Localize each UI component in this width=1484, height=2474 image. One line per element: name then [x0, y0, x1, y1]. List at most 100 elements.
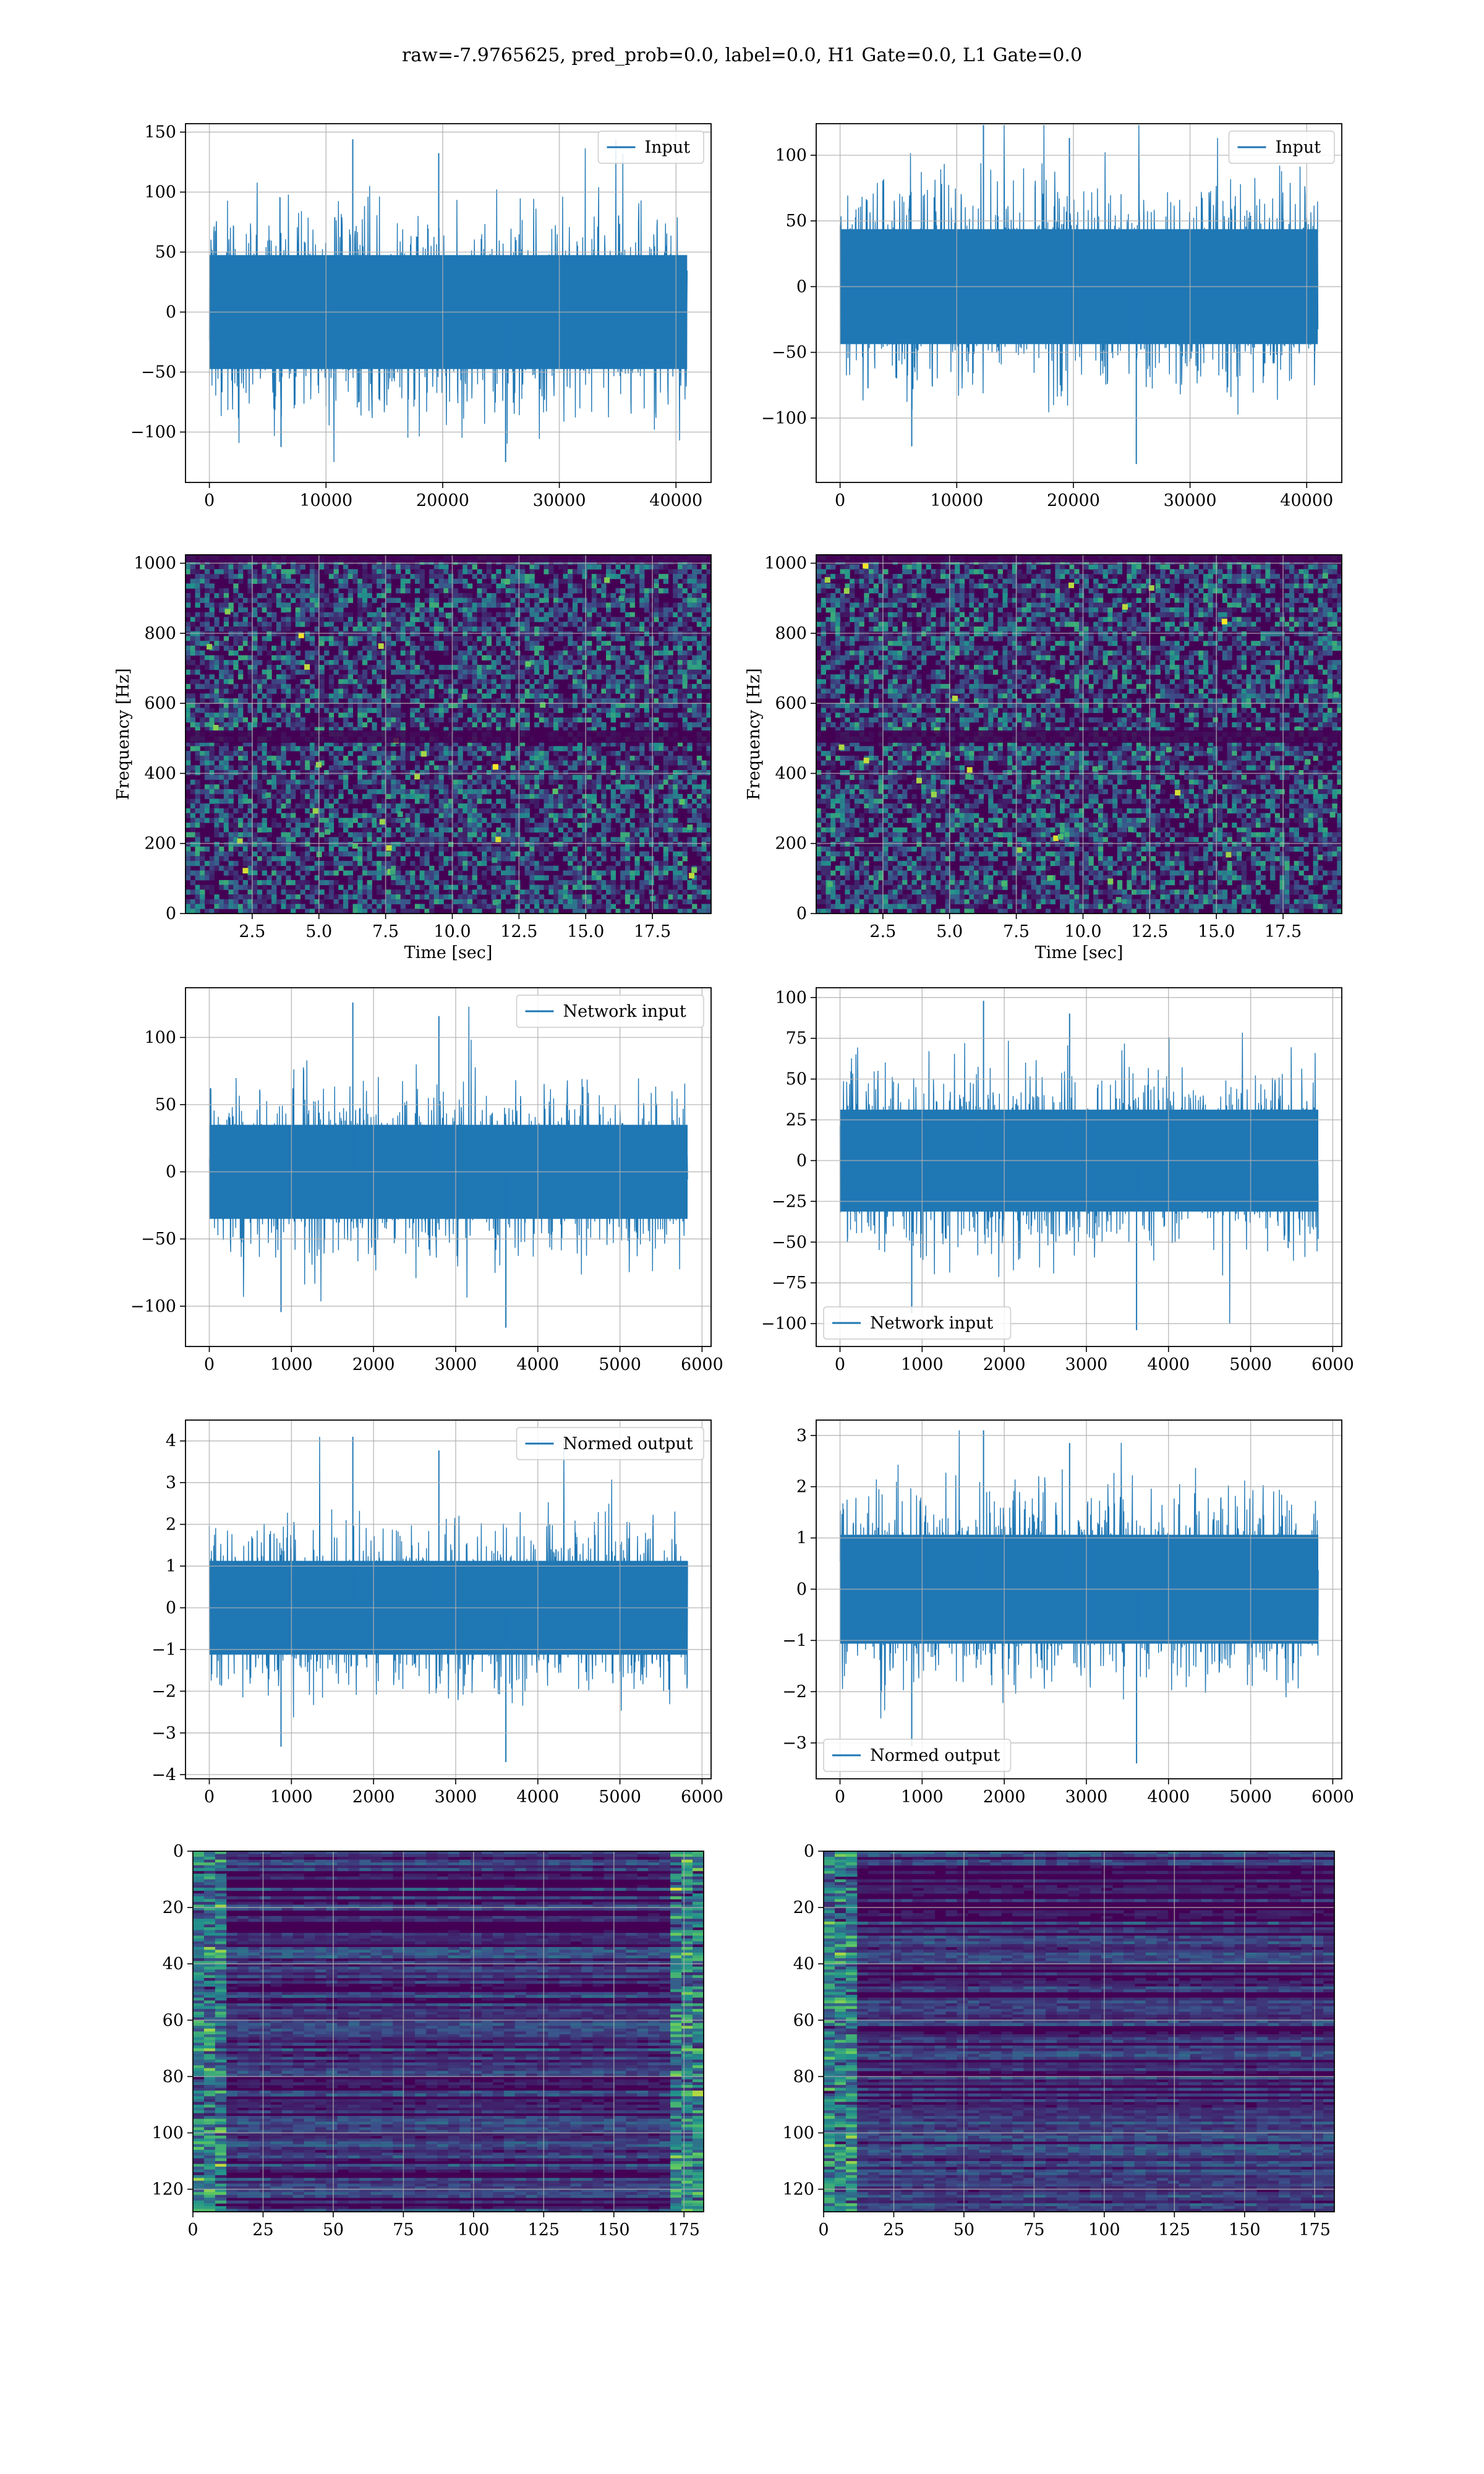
heatmap-cell	[610, 865, 616, 871]
heatmap-cell	[563, 578, 568, 584]
heatmap-cell	[515, 842, 521, 847]
heatmap-cell	[281, 641, 286, 646]
heatmap-cell	[534, 588, 540, 594]
heatmap-cell	[572, 669, 578, 675]
heatmap-cell	[448, 803, 454, 809]
heatmap-cell	[247, 832, 253, 837]
heatmap-cell	[405, 669, 411, 675]
heatmap-cell	[338, 612, 344, 618]
heatmap-cell	[463, 794, 468, 799]
heatmap-cell	[291, 722, 296, 727]
heatmap-cell	[223, 851, 229, 857]
heatmap-cell	[496, 669, 501, 675]
heatmap-cell	[467, 827, 473, 833]
heatmap-cell	[443, 794, 449, 799]
heatmap-cell	[529, 760, 535, 766]
heatmap-cell	[596, 708, 602, 713]
heatmap-cell	[328, 837, 335, 842]
heatmap-cell	[534, 846, 540, 852]
heatmap-cell	[305, 774, 310, 780]
heatmap-cell	[453, 823, 458, 828]
heatmap-cell	[343, 851, 349, 857]
heatmap-cell	[377, 755, 382, 761]
heatmap-cell	[262, 588, 267, 594]
heatmap-cell	[472, 779, 477, 785]
heatmap-cell	[601, 617, 607, 622]
heatmap-cell	[491, 779, 497, 785]
heatmap-cell	[357, 846, 363, 852]
heatmap-cell	[606, 842, 612, 847]
heatmap-cell	[309, 693, 315, 699]
heatmap-cell	[338, 832, 344, 837]
heatmap-cell	[314, 789, 320, 795]
heatmap-cell	[242, 607, 248, 613]
heatmap-cell	[477, 602, 482, 608]
heatmap-cell	[601, 803, 607, 809]
heatmap-cell	[553, 774, 559, 780]
heatmap-cell	[544, 904, 549, 909]
heatmap-cell	[338, 703, 344, 708]
heatmap-cell	[519, 774, 526, 780]
heatmap-cell	[276, 564, 282, 570]
heatmap-cell	[568, 683, 573, 690]
heatmap-cell	[572, 832, 578, 837]
heatmap-cell	[309, 798, 315, 804]
heatmap-cell	[482, 693, 487, 699]
heatmap-cell	[186, 770, 191, 776]
heatmap-cell	[372, 837, 377, 842]
heatmap-cell	[524, 894, 530, 900]
heatmap-cell	[419, 636, 425, 641]
heatmap-cell	[601, 622, 607, 627]
heatmap-cell	[314, 818, 320, 823]
heatmap-cell	[568, 636, 573, 641]
heatmap-cell	[367, 741, 372, 747]
heatmap-cell	[295, 899, 301, 905]
heatmap-cell	[305, 880, 310, 886]
heatmap-cell	[267, 650, 272, 656]
heatmap-cell	[262, 751, 267, 756]
heatmap-cell	[510, 846, 516, 852]
heatmap-cell	[458, 827, 463, 833]
heatmap-cell	[348, 674, 353, 680]
heatmap-cell	[405, 880, 411, 886]
heatmap-cell	[610, 593, 616, 599]
heatmap-cell	[501, 851, 506, 857]
heatmap-cell	[357, 741, 363, 747]
heatmap-cell	[391, 698, 396, 704]
heatmap-cell	[381, 612, 387, 618]
heatmap-cell	[424, 622, 430, 627]
heatmap-cell	[596, 760, 602, 766]
heatmap-cell	[659, 741, 664, 747]
heatmap-cell	[396, 899, 401, 905]
heatmap-cell	[200, 760, 205, 766]
heatmap-cell	[529, 569, 535, 575]
heatmap-cell	[443, 602, 449, 608]
heatmap-cell	[367, 708, 372, 713]
heatmap-cell	[496, 832, 501, 837]
heatmap-cell	[529, 884, 535, 890]
heatmap-cell	[362, 588, 368, 594]
heatmap-cell	[267, 894, 272, 900]
heatmap-cell	[247, 674, 253, 680]
heatmap-cell	[291, 880, 296, 886]
heatmap-cell	[568, 827, 573, 833]
heatmap-cell	[291, 789, 296, 795]
heatmap-cell	[491, 784, 497, 790]
heatmap-cell	[357, 765, 363, 771]
heatmap-cell	[314, 741, 320, 747]
heatmap-cell	[214, 602, 220, 608]
heatmap-cell	[291, 794, 296, 799]
heatmap-cell	[186, 631, 191, 636]
heatmap-cell	[582, 627, 587, 632]
heatmap-cell	[591, 578, 597, 584]
heatmap-cell	[463, 779, 468, 785]
heatmap-cell	[577, 636, 582, 641]
heatmap-cell	[324, 612, 330, 618]
heatmap-cell	[482, 846, 487, 852]
heatmap-cell	[271, 865, 277, 871]
heatmap-cell	[596, 751, 602, 756]
heatmap-cell	[324, 741, 330, 747]
heatmap-cell	[291, 597, 296, 603]
heatmap-cell	[534, 827, 540, 833]
heatmap-cell	[654, 789, 659, 795]
